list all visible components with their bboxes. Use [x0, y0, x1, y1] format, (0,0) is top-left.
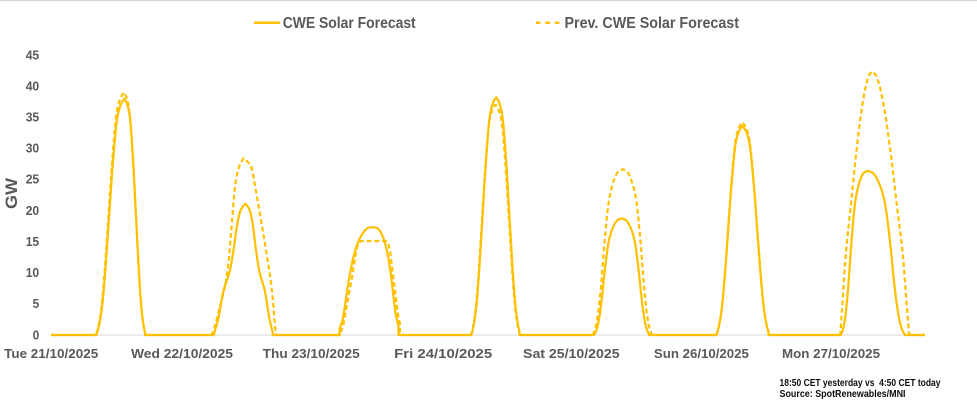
svg-text:Sat 25/10/2025: Sat 25/10/2025	[523, 346, 620, 361]
svg-text:Thu 23/10/2025: Thu 23/10/2025	[263, 346, 360, 361]
svg-text:Tue 21/10/2025: Tue 21/10/2025	[4, 346, 98, 361]
svg-text:Sun 26/10/2025: Sun 26/10/2025	[654, 346, 749, 361]
svg-text:Wed 22/10/2025: Wed 22/10/2025	[131, 346, 233, 361]
svg-text:Prev. CWE Solar Forecast: Prev. CWE Solar Forecast	[565, 15, 740, 32]
svg-text:0: 0	[33, 328, 40, 342]
svg-text:35: 35	[26, 111, 40, 125]
svg-text:Source: SpotRenewables/MNI: Source: SpotRenewables/MNI	[780, 389, 906, 400]
svg-text:25: 25	[26, 173, 40, 187]
svg-text:18:50 CET yesterday vs 4:50 C: 18:50 CET yesterday vs 4:50 CET today	[780, 378, 941, 389]
svg-text:45: 45	[26, 48, 40, 62]
svg-text:GW: GW	[2, 178, 21, 209]
svg-text:5: 5	[33, 297, 40, 311]
svg-text:40: 40	[26, 79, 40, 93]
svg-text:CWE Solar Forecast: CWE Solar Forecast	[283, 15, 416, 32]
svg-text:30: 30	[26, 142, 40, 156]
svg-text:Mon 27/10/2025: Mon 27/10/2025	[782, 346, 880, 361]
svg-text:20: 20	[26, 204, 40, 218]
svg-text:15: 15	[26, 235, 40, 249]
svg-text:10: 10	[26, 266, 40, 280]
svg-text:Fri 24/10/2025: Fri 24/10/2025	[394, 346, 492, 361]
